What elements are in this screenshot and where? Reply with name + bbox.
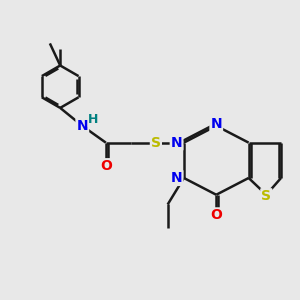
Text: S: S	[261, 189, 271, 203]
Text: H: H	[88, 113, 99, 127]
Text: N: N	[76, 119, 88, 133]
Text: O: O	[210, 208, 222, 222]
Text: N: N	[210, 117, 222, 131]
Text: N: N	[171, 136, 182, 150]
Text: N: N	[171, 171, 182, 185]
Text: O: O	[100, 159, 112, 173]
Text: S: S	[151, 136, 161, 150]
